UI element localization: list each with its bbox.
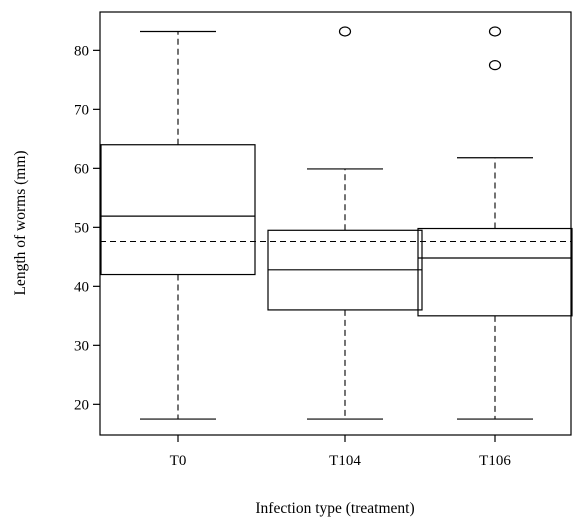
outlier-point: [338, 26, 352, 37]
plot-frame: [99, 11, 572, 436]
y-tick-label: 80: [74, 43, 89, 59]
box-t104: [267, 26, 423, 420]
y-tick-label: 70: [74, 102, 89, 118]
y-tick-label: 40: [74, 279, 89, 295]
x-tick-label: T104: [329, 453, 361, 469]
y-tick-label: 60: [74, 161, 89, 177]
y-tick-label: 50: [74, 220, 89, 236]
x-axis-label: Infection type (treatment): [255, 500, 414, 517]
x-tick-label: T106: [479, 453, 511, 469]
y-axis: 20 30 40 50 60 70 80: [74, 43, 100, 413]
x-tick-label: T0: [170, 453, 187, 469]
y-tick-label: 30: [74, 338, 89, 354]
boxes-group: [100, 26, 573, 420]
box-t0: [100, 30, 256, 420]
iqr-box: [417, 227, 573, 317]
y-tick-label: 20: [74, 397, 89, 413]
outlier-point: [488, 59, 502, 71]
outlier-point: [488, 26, 502, 37]
y-axis-label: Length of worms (mm): [12, 150, 29, 295]
iqr-box: [100, 144, 256, 276]
x-axis: T0 T104 T106: [170, 435, 511, 469]
box-t106: [417, 26, 573, 420]
